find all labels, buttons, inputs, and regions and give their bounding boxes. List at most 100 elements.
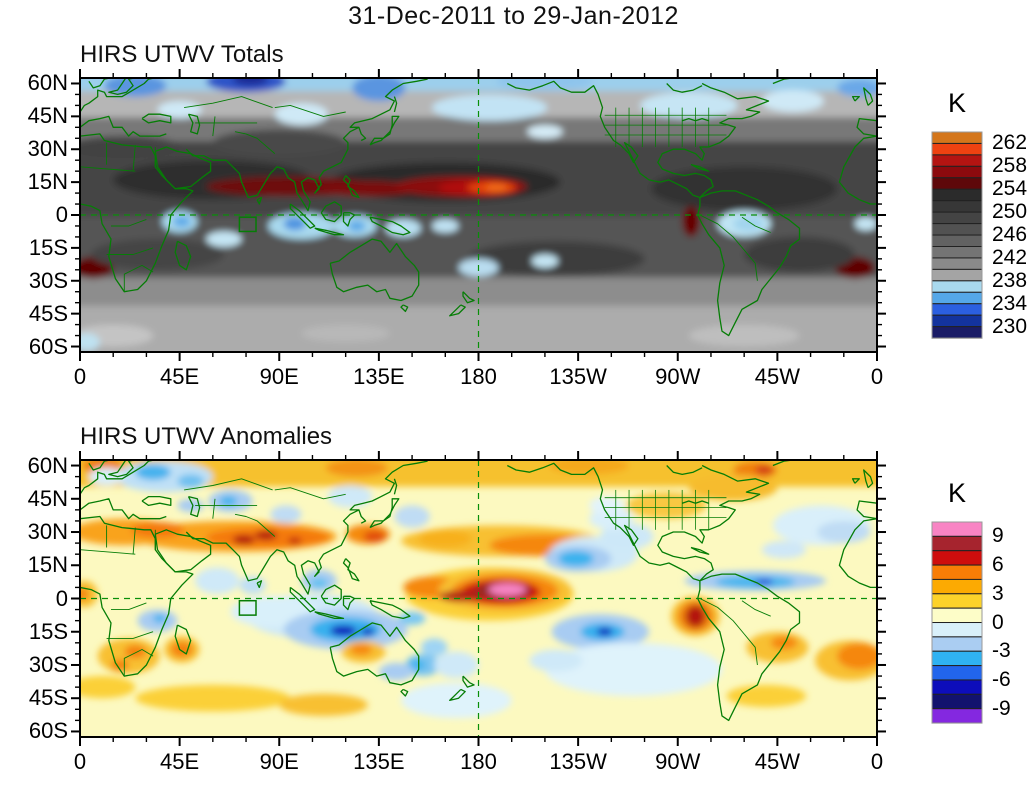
axis-ticks [71,69,886,361]
colorbar-swatch [931,303,983,316]
y-tick-label-totals-8: 60S [28,333,68,359]
colorbar-swatch [931,679,983,695]
x-tick-label-totals-7: 45W [754,364,800,389]
colorbar-label-totals-2: 254 [992,177,1027,201]
colorbar-swatch [931,564,983,580]
x-tick-label-anomalies-6: 90W [655,749,701,774]
colorbar-swatch [931,257,983,270]
totals-map [71,69,886,361]
x-tick-label-totals-3: 135E [353,364,405,389]
colorbar-label-anomalies-2: 3 [992,581,1004,605]
y-tick-label-anomalies-4: 0 [55,585,68,611]
colorbar-swatch [931,693,983,710]
colorbar-swatch [931,165,983,179]
colorbar-label-totals-8: 230 [992,314,1027,338]
colorbar-swatch [931,535,983,552]
x-tick-label-anomalies-1: 45E [160,749,200,774]
colorbar-swatch [931,188,983,202]
x-tick-label-anomalies-7: 45W [754,749,800,774]
roi-box [238,216,257,233]
x-tick-label-totals-8: 0 [870,364,884,389]
roi-box [238,599,257,616]
colorbar-label-totals-6: 238 [992,268,1027,292]
colorbar-swatch [931,200,983,213]
y-tick-label-anomalies-1: 45N [27,485,68,511]
y-tick-label-anomalies-8: 60S [28,718,68,744]
panel-title-anomalies: HIRS UTWV Anomalies [80,423,333,450]
colorbar-label-anomalies-6: -9 [992,696,1011,720]
colorbar-swatch [931,223,983,236]
colorbar-label-totals-3: 250 [992,200,1027,224]
colorbar-swatch [931,291,983,305]
panel-title-totals: HIRS UTWV Totals [80,41,284,68]
colorbar-label-anomalies-4: -3 [992,639,1011,663]
colorbar-swatch [931,607,983,624]
y-tick-label-anomalies-7: 45S [28,685,68,711]
colorbar-swatch [931,636,983,652]
axis-ticks [71,451,886,746]
colorbar-swatch [931,650,983,667]
y-tick-label-totals-0: 60N [27,70,68,96]
colorbar-totals [931,131,983,339]
x-tick-label-anomalies-2: 90E [259,749,299,774]
colorbar-swatch [931,665,983,681]
colorbar-swatch [931,177,983,190]
colorbar-swatch [931,268,983,282]
x-tick-label-totals-1: 45E [160,364,200,389]
y-tick-label-totals-3: 15N [27,169,68,195]
colorbar-title-anomalies: K [947,478,966,508]
colorbar-swatch [931,211,983,225]
colorbar-label-anomalies-0: 9 [992,524,1004,548]
colorbar-label-anomalies-1: 6 [992,553,1004,577]
colorbar-swatch [931,280,983,293]
colorbar-swatch [931,326,983,339]
colorbar-swatch [931,550,983,566]
colorbar-label-totals-0: 262 [992,131,1027,155]
colorbar-swatch [931,314,983,328]
x-tick-label-totals-5: 135W [549,364,607,389]
anomalies-map [71,451,886,746]
colorbar-label-totals-7: 234 [992,291,1027,315]
x-tick-label-totals-2: 90E [259,364,299,389]
y-tick-label-totals-1: 45N [27,103,68,129]
colorbar-swatch [931,578,983,595]
colorbar-label-totals-4: 246 [992,223,1027,247]
colorbar-swatch [931,142,983,156]
colorbar-label-totals-5: 242 [992,245,1027,269]
y-tick-label-totals-2: 30N [27,136,68,162]
y-tick-label-totals-5: 15S [28,234,68,260]
x-tick-label-totals-4: 180 [460,364,497,389]
colorbar-swatch [931,593,983,609]
coastlines [80,78,877,337]
x-tick-label-anomalies-0: 0 [73,749,87,774]
x-tick-label-anomalies-8: 0 [870,749,884,774]
y-tick-label-totals-6: 30S [28,267,68,293]
colorbar-label-totals-1: 258 [992,154,1027,178]
y-tick-label-anomalies-2: 30N [27,519,68,545]
colorbar-title-totals: K [947,88,966,118]
y-tick-label-anomalies-5: 15S [28,618,68,644]
x-tick-label-anomalies-3: 135E [353,749,405,774]
colorbar-swatch [931,622,983,638]
totals-filled-contours [80,78,877,352]
x-tick-label-anomalies-4: 180 [460,749,497,774]
colorbar-swatch [931,131,983,144]
y-tick-label-anomalies-6: 30S [28,651,68,677]
y-tick-label-anomalies-0: 60N [27,452,68,478]
colorbar-swatch [931,154,983,167]
colorbar-anomalies [931,521,983,724]
colorbar-swatch [931,521,983,537]
colorbar-label-anomalies-3: 0 [992,610,1004,634]
main-title: 31-Dec-2011 to 29-Jan-2012 [348,2,679,30]
x-tick-label-totals-0: 0 [73,364,87,389]
y-tick-label-totals-7: 45S [28,300,68,326]
x-tick-label-anomalies-5: 135W [549,749,607,774]
coastlines [80,460,877,722]
colorbar-swatch [931,708,983,724]
y-tick-label-totals-4: 0 [55,202,68,227]
colorbar-swatch [931,234,983,248]
colorbar-swatch [931,246,983,259]
y-tick-label-anomalies-3: 15N [27,552,68,578]
